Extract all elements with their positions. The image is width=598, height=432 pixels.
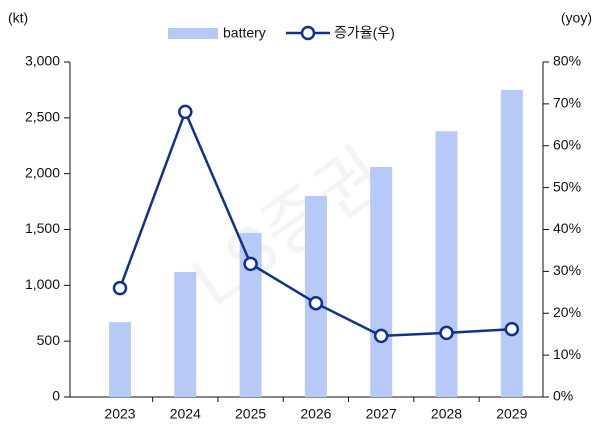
y2-tick-label: 0% (553, 388, 573, 404)
point (439, 325, 454, 341)
x-tick-label: 2024 (170, 406, 201, 422)
legend-marker (300, 25, 316, 41)
bar (239, 232, 262, 397)
y2-tick-label: 30% (553, 262, 581, 278)
legend-label: battery (223, 25, 266, 41)
x-tick-label: 2026 (300, 406, 331, 422)
watermark: LS증권 (178, 134, 398, 321)
point (308, 295, 324, 311)
y2-tick-label: 10% (553, 346, 581, 362)
x-tick-label: 2025 (235, 406, 266, 422)
y-tick-label: 1,000 (25, 276, 60, 292)
bar (370, 166, 393, 397)
y2-tick-label: 40% (553, 220, 581, 236)
bar (109, 322, 131, 397)
point (178, 104, 193, 120)
y2-tick-label: 60% (553, 136, 581, 152)
bar (174, 271, 197, 397)
x-tick-label: 2027 (366, 406, 397, 422)
legend-swatch (168, 28, 218, 39)
x-tick-label: 2028 (431, 406, 462, 422)
y-tick-label: 2,500 (25, 109, 60, 125)
point (504, 321, 520, 337)
y2-tick-label: 50% (553, 178, 581, 194)
y2-tick-label: 20% (553, 304, 581, 320)
bar (435, 131, 458, 397)
y2-axis-title: (yoy) (561, 10, 592, 26)
point (112, 280, 128, 296)
y2-tick-label: 70% (553, 95, 581, 111)
x-tick-label: 2029 (496, 406, 527, 422)
x-tick-label: 2023 (104, 406, 135, 422)
y-axis-title: (kt) (8, 10, 28, 26)
y-tick-label: 500 (37, 332, 61, 348)
y-tick-label: 1,500 (25, 220, 60, 236)
bar (500, 89, 523, 398)
y-tick-label: 3,000 (25, 53, 60, 69)
point (243, 256, 258, 272)
y-tick-label: 0 (52, 388, 60, 404)
point (373, 328, 389, 344)
y2-tick-label: 80% (553, 53, 581, 69)
legend-label: 증가율(우) (334, 25, 395, 41)
y-tick-label: 2,000 (25, 164, 60, 180)
